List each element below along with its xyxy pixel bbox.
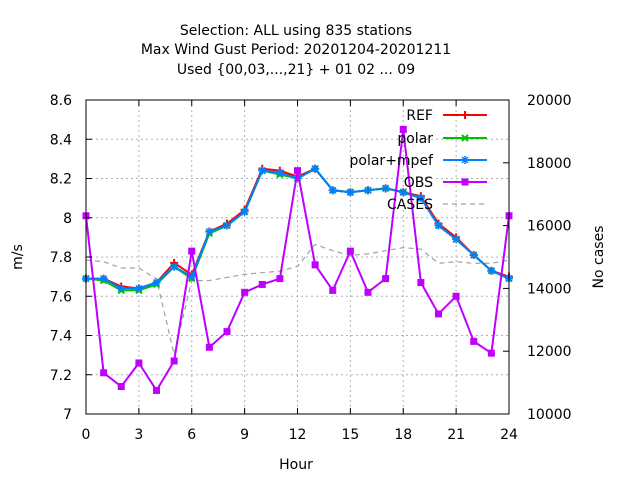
point-obs-1 [100,369,108,377]
legend-label-polar: polar [397,131,433,147]
legend-label-ref: REF [406,108,433,124]
point-obs-2 [117,383,125,391]
point-obs-9 [241,288,249,296]
point-polar-mpef-11 [275,168,284,177]
y2-tick-label-1: 12000 [527,344,572,360]
point-polar-mpef-6 [187,272,196,281]
point-polar-mpef-17 [381,184,390,193]
point-polar-mpef-19 [416,194,425,203]
grid-lines [86,100,509,414]
point-obs-4 [153,386,160,394]
legend-label-cases: CASES [387,197,433,213]
y-tick-label-6: 8.2 [50,172,72,188]
point-polar-mpef-13 [311,164,320,173]
legend-marker-polar [461,134,469,142]
point-obs-18 [399,125,407,133]
point-obs-15 [346,247,354,255]
point-obs-14 [329,286,337,294]
y-tick-label-0: 7 [63,407,72,423]
x-tick-label-4: 12 [289,427,307,443]
point-obs-10 [258,280,266,288]
point-polar-mpef-3 [134,284,143,293]
legend-marker-obs [461,178,469,186]
series-layer [82,125,513,394]
point-obs-17 [382,275,390,283]
x-tick-label-3: 9 [240,427,249,443]
series-polar-mpef [82,164,513,293]
point-polar-mpef-8 [223,221,231,230]
title-line-2: Max Wind Gust Period: 20201204-20201211 [141,42,451,58]
x-tick-label-6: 18 [394,427,412,443]
y2-tick-label-0: 10000 [527,407,572,423]
chart-title: Selection: ALL using 835 stations Max Wi… [141,23,451,78]
point-polar-mpef-22 [469,251,478,260]
point-obs-19 [417,279,425,287]
y-tick-label-7: 8.4 [50,132,72,148]
point-polar-mpef-2 [117,284,126,293]
x-tick-label-5: 15 [341,427,359,443]
point-polar-mpef-5 [170,262,179,271]
point-polar-mpef-18 [399,188,408,197]
y-axis-label: m/s [10,244,26,270]
point-polar-mpef-7 [205,227,214,236]
point-polar-mpef-21 [452,235,461,244]
point-obs-13 [311,261,319,269]
point-obs-22 [470,337,478,345]
legend: REF polar polar+mpef OBS CASES [350,108,487,213]
point-polar-mpef-9 [240,207,249,216]
y-tick-label-2: 7.4 [50,329,72,345]
y2-tick-label-3: 16000 [527,219,572,235]
point-obs-20 [435,310,442,318]
point-polar-mpef-15 [346,188,355,197]
point-obs-5 [170,357,178,365]
y2-tick-label-2: 14000 [527,281,572,297]
y2-tick-label-5: 20000 [527,93,572,109]
legend-label-polar-mpef: polar+mpef [350,153,435,169]
point-obs-6 [188,247,196,255]
point-polar-mpef-10 [258,166,267,175]
y-tick-label-5: 8 [63,211,72,227]
point-obs-21 [452,292,460,300]
point-obs-16 [364,288,372,296]
y-tick-label-4: 7.8 [50,250,72,266]
point-polar-mpef-4 [152,278,161,287]
point-obs-3 [135,359,143,367]
legend-marker-ref [461,111,469,119]
x-tick-label-1: 3 [134,427,143,443]
x-axis-label: Hour [279,457,313,473]
point-polar-mpef-23 [487,266,496,275]
axes: 0 3 6 9 12 15 18 21 24 7 7.2 7.4 7.6 7.8 8 8.2 8.4 8.6 100… [50,93,572,443]
x-tick-label-0: 0 [82,427,91,443]
x-tick-label-8: 24 [500,427,518,443]
point-obs-11 [276,275,284,283]
point-obs-8 [223,328,231,336]
y-tick-label-3: 7.6 [50,289,72,305]
legend-marker-polar-mpef [461,156,469,164]
point-polar-mpef-14 [328,186,337,195]
point-polar-mpef-20 [434,221,443,230]
y2-axis-label: No cases [591,226,607,289]
y-tick-label-8: 8.6 [50,93,72,109]
point-obs-12 [294,167,301,175]
x-tick-label-7: 21 [447,427,465,443]
point-polar-mpef-12 [293,174,302,183]
point-obs-7 [205,343,213,351]
point-obs-23 [487,349,495,357]
point-polar-mpef-16 [364,186,372,195]
point-polar-mpef-1 [99,274,108,283]
legend-label-obs: OBS [404,175,433,191]
y2-tick-label-4: 18000 [527,156,572,172]
title-line-1: Selection: ALL using 835 stations [180,23,412,39]
x-tick-label-2: 6 [187,427,196,443]
title-line-3: Used {00,03,...,21} + 01 02 ... 09 [177,62,415,78]
y-tick-label-1: 7.2 [50,368,72,384]
